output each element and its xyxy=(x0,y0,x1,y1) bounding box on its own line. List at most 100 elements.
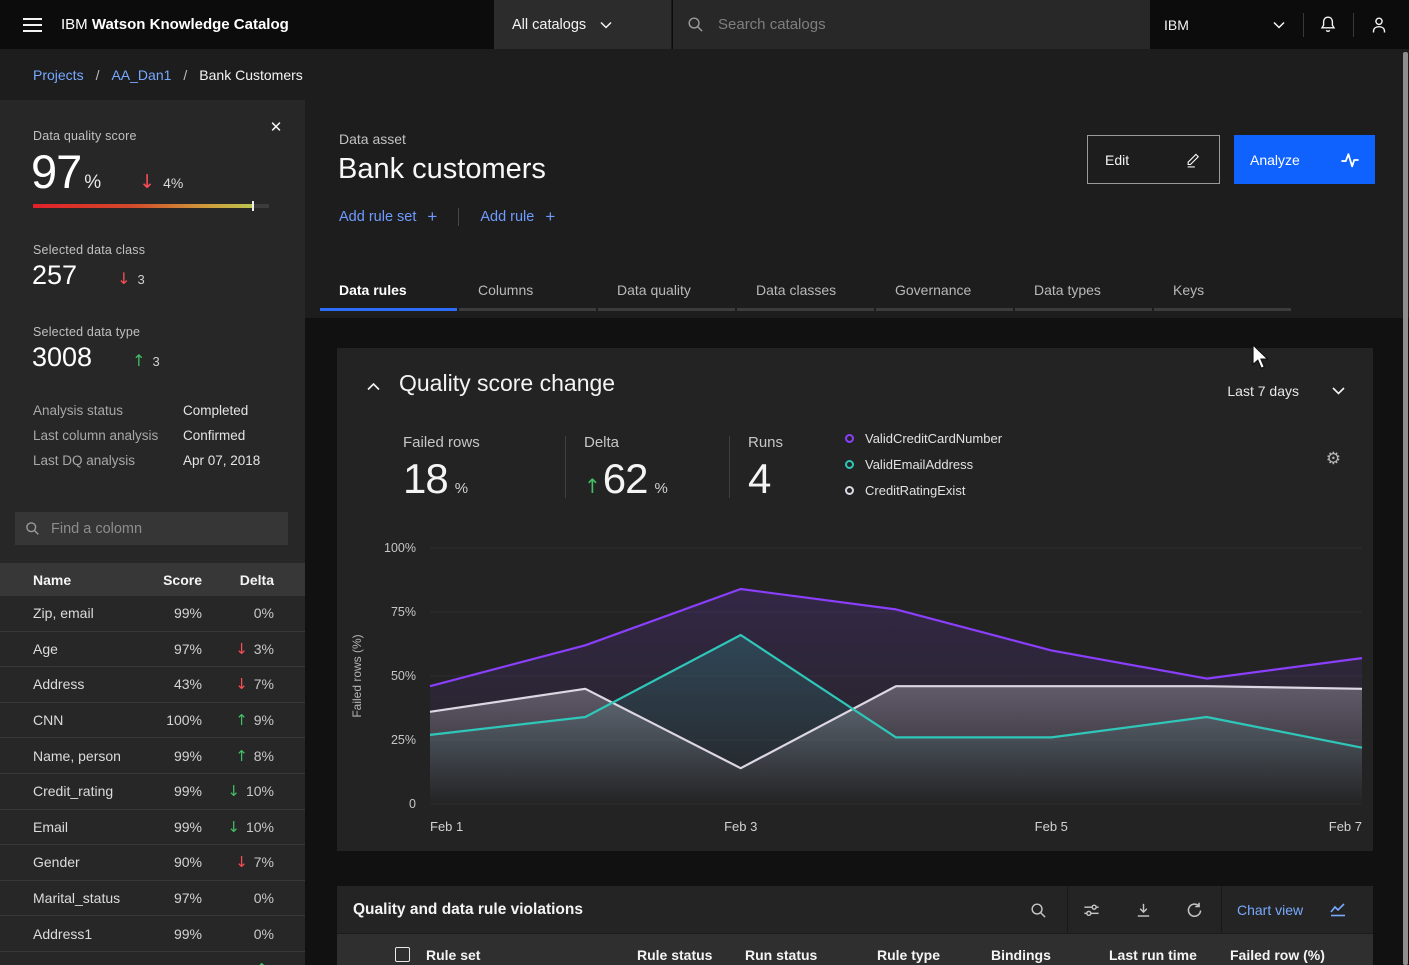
breadcrumb-current: Bank Customers xyxy=(199,67,302,83)
edit-button[interactable]: Edit xyxy=(1087,135,1220,184)
column-delta: ↓ 3% xyxy=(227,640,305,658)
pulse-icon xyxy=(1341,151,1359,169)
down-arrow-icon: ↓ xyxy=(117,269,130,288)
watson-knowledge-catalog-app: IBM Watson Knowledge Catalog All catalog… xyxy=(0,0,1409,965)
tab-label: Keys xyxy=(1173,282,1204,298)
chevron-down-icon xyxy=(1332,387,1345,395)
failed-rows-stat: Failed rows 18 % xyxy=(403,434,480,503)
trend-arrow-icon: ↓ xyxy=(235,640,248,658)
legend-label: ValidEmailAddress xyxy=(865,457,973,472)
tab-data-classes[interactable]: Data classes xyxy=(737,277,874,311)
analysis-meta: Analysis status Completed Last column an… xyxy=(33,398,283,473)
legend-label: CreditRatingExist xyxy=(865,483,965,498)
find-column-input[interactable] xyxy=(49,520,259,538)
tab-label: Data quality xyxy=(617,282,691,298)
legend-item[interactable]: CreditRatingExist xyxy=(845,483,1002,498)
account-selector[interactable]: IBM xyxy=(1150,0,1303,49)
catalog-selector[interactable]: All catalogs xyxy=(494,0,672,49)
columns-table-header: Name Score Delta xyxy=(0,563,305,596)
column-score: 100% xyxy=(160,712,202,728)
data-type-kpi: 3008 ↑ 3 xyxy=(32,342,160,373)
columns-table-body: Zip, email 99% 0% Age 97% ↓ 3% Address 4… xyxy=(0,596,305,965)
plus-icon: + xyxy=(545,207,555,227)
breadcrumb-project[interactable]: AA_Dan1 xyxy=(111,67,171,83)
add-rule-set-link[interactable]: Add rule set + xyxy=(339,207,437,227)
search-icon xyxy=(687,16,704,33)
violations-toolbar: Quality and data rule violations Chart v… xyxy=(337,886,1373,933)
column-row[interactable]: Address 43% ↓ 7% xyxy=(0,667,305,703)
column-delta: ↓ 7% xyxy=(227,675,305,693)
column-name: Credit_rating xyxy=(0,783,160,799)
columns-table: Name Score Delta Zip, email 99% 0% Age 9… xyxy=(0,563,305,965)
time-range-selector[interactable]: Last 7 days xyxy=(1221,382,1351,400)
page-title: Bank customers xyxy=(338,153,546,186)
trend-arrow-icon: ↓ xyxy=(235,853,248,871)
delta-stat: Delta ↑ 62 % xyxy=(584,434,668,503)
collapse-chevron-icon[interactable] xyxy=(361,376,383,398)
chart-title: Quality score change xyxy=(399,370,615,397)
breadcrumb-projects[interactable]: Projects xyxy=(33,67,84,83)
data-class-label: Selected data class xyxy=(33,243,145,257)
divider xyxy=(1067,886,1068,933)
line-chart-icon xyxy=(1329,902,1347,918)
select-all-checkbox[interactable] xyxy=(395,947,410,962)
notifications-button[interactable] xyxy=(1303,0,1353,49)
analyze-button[interactable]: Analyze xyxy=(1234,135,1375,184)
svg-text:Failed rows (%): Failed rows (%) xyxy=(350,634,364,717)
tab-data-quality[interactable]: Data quality xyxy=(598,277,735,311)
up-arrow-icon: ↑ xyxy=(132,351,145,370)
add-rule-link[interactable]: Add rule + xyxy=(480,207,555,227)
close-icon[interactable]: ✕ xyxy=(263,114,289,140)
column-row[interactable]: Gender 90% ↓ 7% xyxy=(0,845,305,881)
column-row[interactable]: Zip, email 99% 0% xyxy=(0,596,305,632)
column-name: CNN xyxy=(0,712,160,728)
tab-data-types[interactable]: Data types xyxy=(1015,277,1152,311)
scrollbar[interactable] xyxy=(1403,52,1408,965)
tab-label: Columns xyxy=(478,282,533,298)
column-delta: ↑ 9% xyxy=(227,711,305,729)
svg-text:50%: 50% xyxy=(391,669,416,683)
tab-bar: Data rules Columns Data quality Data cla… xyxy=(320,277,1293,311)
column-row[interactable]: Age 97% ↓ 3% xyxy=(0,632,305,668)
legend-item[interactable]: ValidCreditCardNumber xyxy=(845,431,1002,446)
column-row[interactable]: Address1 99% 0% xyxy=(0,916,305,952)
gear-icon[interactable]: ⚙ xyxy=(1320,448,1347,470)
column-row[interactable]: Email 99% ↓ 10% xyxy=(0,810,305,846)
catalog-selector-label: All catalogs xyxy=(512,17,586,33)
column-row[interactable]: Marital_status 97% 0% xyxy=(0,881,305,917)
column-delta: 0% xyxy=(227,890,305,906)
quality-score: 97 % ↓ 4% xyxy=(31,144,183,199)
search-icon[interactable] xyxy=(1021,893,1055,927)
column-row[interactable]: CNN 100% ↑ 9% xyxy=(0,703,305,739)
gradient-fill xyxy=(33,204,252,208)
download-icon[interactable] xyxy=(1126,893,1160,927)
svg-text:Feb 1: Feb 1 xyxy=(430,819,463,834)
legend-ring-icon xyxy=(845,434,854,443)
search-input[interactable] xyxy=(716,15,1096,34)
column-name: Marital_status xyxy=(0,890,160,906)
tab-keys[interactable]: Keys xyxy=(1154,277,1291,311)
legend-ring-icon xyxy=(845,460,854,469)
quality-score-card: Quality score change Last 7 days Failed … xyxy=(337,348,1373,851)
column-row[interactable]: ↑ xyxy=(0,952,305,965)
user-button[interactable] xyxy=(1354,0,1404,49)
svg-text:Feb 7: Feb 7 xyxy=(1329,819,1362,834)
violations-col-7: Failed row (%) xyxy=(1230,947,1325,963)
quality-gradient-bar xyxy=(33,204,269,208)
tab-columns[interactable]: Columns xyxy=(459,277,596,311)
column-row[interactable]: Credit_rating 99% ↓ 10% xyxy=(0,774,305,810)
filter-sliders-icon[interactable] xyxy=(1074,893,1108,927)
trend-arrow-icon: ↓ xyxy=(227,782,240,800)
column-row[interactable]: Name, person 99% ↑ 8% xyxy=(0,738,305,774)
chart-view-toggle[interactable]: Chart view xyxy=(1231,893,1353,927)
divider xyxy=(1221,886,1222,933)
menu-icon[interactable] xyxy=(13,0,59,49)
column-score: 99% xyxy=(160,926,202,942)
violations-col-6: Last run time xyxy=(1109,947,1197,963)
legend-item[interactable]: ValidEmailAddress xyxy=(845,457,1002,472)
column-score: 97% xyxy=(160,641,202,657)
tab-governance[interactable]: Governance xyxy=(876,277,1013,311)
tab-data-rules[interactable]: Data rules xyxy=(320,277,457,311)
refresh-icon[interactable] xyxy=(1177,893,1211,927)
gradient-marker xyxy=(252,201,254,211)
